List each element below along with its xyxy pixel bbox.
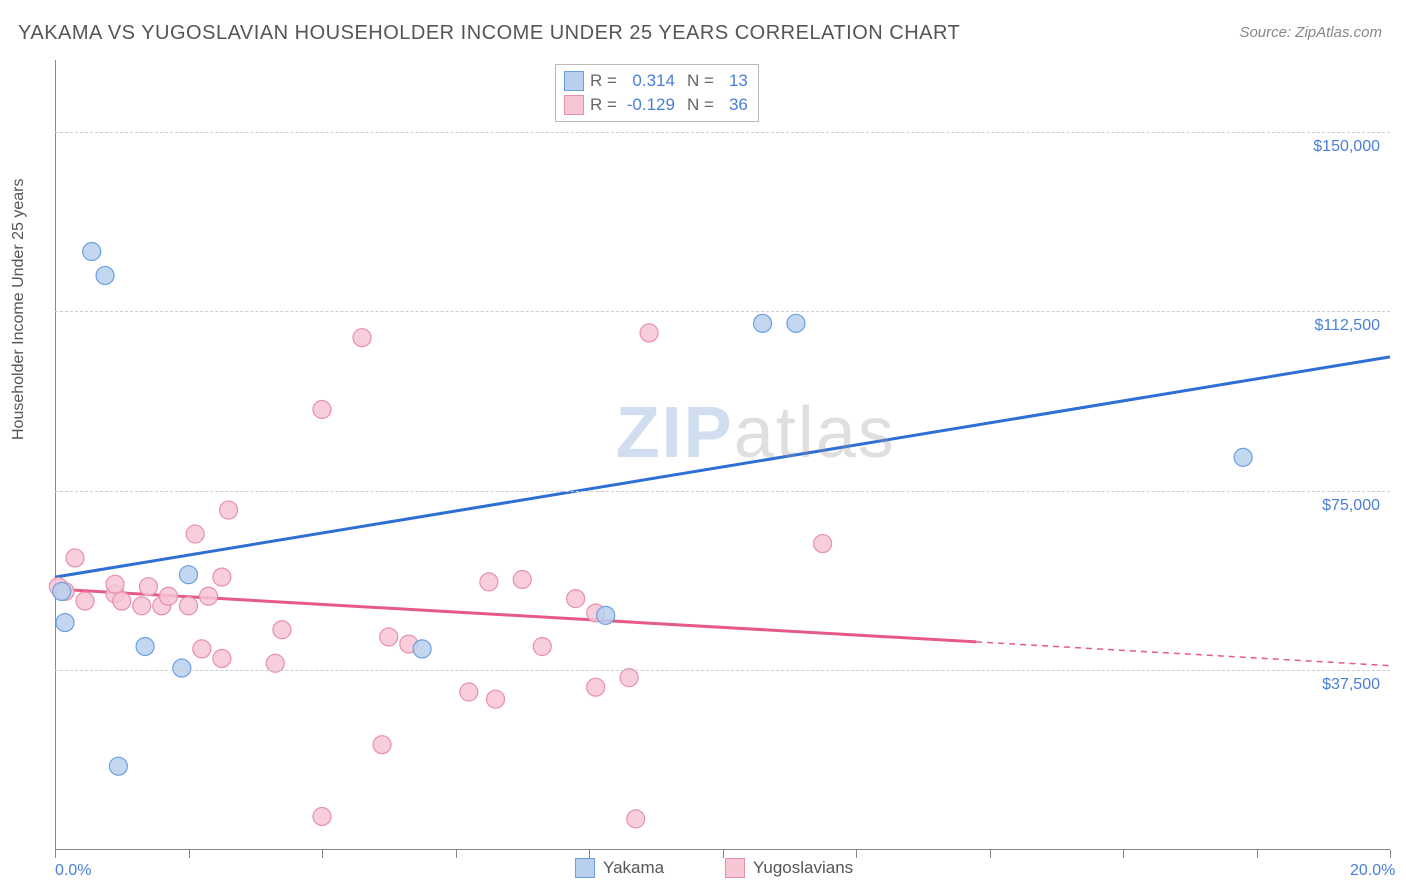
- trend-line: [55, 589, 976, 642]
- y-tick-label: $75,000: [1322, 497, 1380, 515]
- stat-r-label: R =: [590, 71, 617, 91]
- gridline-h: [55, 670, 1390, 671]
- data-point: [313, 401, 331, 419]
- data-point: [66, 549, 84, 567]
- stat-r-label: R =: [590, 95, 617, 115]
- stat-n-label: N =: [687, 71, 714, 91]
- data-point: [213, 568, 231, 586]
- y-axis-label: Householder Income Under 25 years: [10, 179, 28, 440]
- trend-line: [55, 357, 1390, 577]
- data-point: [754, 314, 772, 332]
- stats-row: R = -0.129 N = 36: [564, 93, 748, 117]
- data-point: [533, 638, 551, 656]
- source-attribution: Source: ZipAtlas.com: [1239, 24, 1382, 41]
- y-tick-label: $112,500: [1314, 317, 1380, 335]
- stat-r-value: 0.314: [623, 71, 675, 91]
- x-tick: [1123, 850, 1124, 858]
- x-tick: [723, 850, 724, 858]
- data-point: [460, 683, 478, 701]
- x-tick: [1390, 850, 1391, 858]
- data-point: [213, 649, 231, 667]
- data-point: [513, 570, 531, 588]
- data-point: [193, 640, 211, 658]
- legend-swatch: [564, 95, 584, 115]
- data-point: [83, 243, 101, 261]
- data-point: [814, 535, 832, 553]
- data-point: [373, 736, 391, 754]
- plot-area: $37,500$75,000$112,500$150,0000.0%20.0%Z…: [55, 60, 1390, 850]
- data-point: [353, 329, 371, 347]
- data-point: [106, 575, 124, 593]
- data-point: [567, 590, 585, 608]
- x-tick: [589, 850, 590, 858]
- data-point: [313, 807, 331, 825]
- data-point: [640, 324, 658, 342]
- data-point: [109, 757, 127, 775]
- stats-row: R = 0.314 N = 13: [564, 69, 748, 93]
- data-point: [413, 640, 431, 658]
- x-tick-label: 20.0%: [1350, 862, 1395, 880]
- data-point: [1234, 448, 1252, 466]
- data-point: [133, 597, 151, 615]
- data-point: [480, 573, 498, 591]
- x-tick: [456, 850, 457, 858]
- data-point: [787, 314, 805, 332]
- x-tick-label: 0.0%: [55, 862, 91, 880]
- x-tick: [856, 850, 857, 858]
- data-point: [587, 678, 605, 696]
- trend-line-dashed: [976, 642, 1390, 666]
- x-tick: [189, 850, 190, 858]
- legend-swatch: [725, 858, 745, 878]
- data-point: [76, 592, 94, 610]
- data-point: [200, 587, 218, 605]
- data-point: [139, 578, 157, 596]
- data-point: [159, 587, 177, 605]
- data-point: [173, 659, 191, 677]
- data-point: [180, 566, 198, 584]
- x-tick: [990, 850, 991, 858]
- stats-box: R = 0.314 N = 13 R = -0.129 N = 36: [555, 64, 759, 122]
- gridline-h: [55, 311, 1390, 312]
- scatter-svg: [55, 60, 1390, 850]
- legend-label: Yakama: [603, 858, 664, 878]
- gridline-h: [55, 491, 1390, 492]
- data-point: [53, 582, 71, 600]
- data-point: [113, 592, 131, 610]
- data-point: [96, 266, 114, 284]
- data-point: [380, 628, 398, 646]
- legend-label: Yugoslavians: [753, 858, 853, 878]
- chart-title: YAKAMA VS YUGOSLAVIAN HOUSEHOLDER INCOME…: [18, 22, 960, 45]
- data-point: [180, 597, 198, 615]
- data-point: [597, 606, 615, 624]
- x-tick: [55, 850, 56, 858]
- stat-r-value: -0.129: [623, 95, 675, 115]
- data-point: [220, 501, 238, 519]
- x-tick: [322, 850, 323, 858]
- y-tick-label: $150,000: [1313, 138, 1380, 156]
- stat-n-value: 36: [720, 95, 748, 115]
- series-legend: Yakama: [575, 858, 664, 878]
- data-point: [56, 614, 74, 632]
- x-tick: [1257, 850, 1258, 858]
- data-point: [136, 638, 154, 656]
- y-tick-label: $37,500: [1322, 676, 1380, 694]
- legend-swatch: [575, 858, 595, 878]
- legend-swatch: [564, 71, 584, 91]
- stat-n-label: N =: [687, 95, 714, 115]
- series-legend: Yugoslavians: [725, 858, 853, 878]
- stat-n-value: 13: [720, 71, 748, 91]
- data-point: [627, 810, 645, 828]
- data-point: [186, 525, 204, 543]
- data-point: [487, 690, 505, 708]
- gridline-h: [55, 132, 1390, 133]
- data-point: [273, 621, 291, 639]
